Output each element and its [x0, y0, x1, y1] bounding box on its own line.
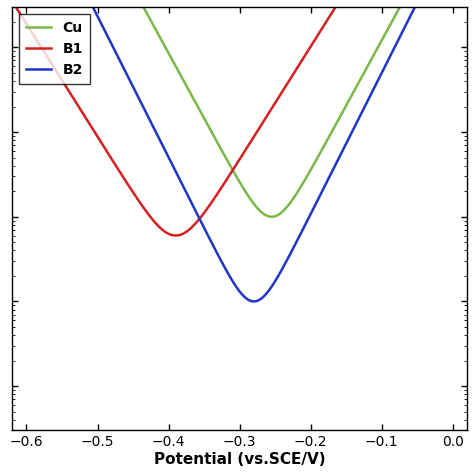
Cu: [215, 141, 221, 146]
B2: [227, 274, 233, 280]
X-axis label: Potential (vs.SCE/V): Potential (vs.SCE/V): [154, 452, 326, 467]
B2: [362, 103, 368, 109]
B1: [173, 233, 179, 238]
B1: [32, 35, 38, 40]
B1: [216, 190, 221, 195]
Cu: [362, 68, 368, 74]
Line: B2: B2: [12, 0, 460, 301]
Legend: Cu, B1, B2: Cu, B1, B2: [19, 14, 90, 84]
Line: Cu: Cu: [12, 0, 460, 217]
Line: B1: B1: [12, 0, 460, 236]
B2: [251, 299, 257, 304]
Cu: [227, 163, 233, 168]
B1: [228, 171, 233, 177]
B1: [9, 0, 15, 4]
Cu: [269, 214, 274, 219]
B2: [215, 252, 221, 258]
